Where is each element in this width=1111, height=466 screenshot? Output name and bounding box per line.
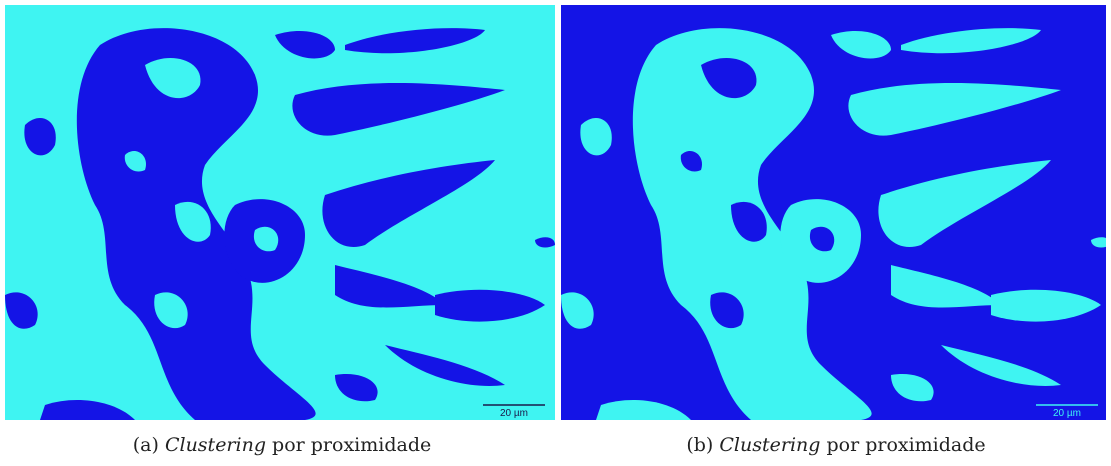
caption-b: (b) Clustering por proximidade (561, 434, 1111, 456)
panel-b-image: 20 µm (561, 5, 1106, 420)
scale-bar-label: 20 µm (500, 408, 528, 419)
caption-emph: Clustering (719, 434, 820, 456)
scale-bar-label: 20 µm (1053, 408, 1081, 419)
caption-label: (a) (133, 434, 159, 456)
caption-a: (a) Clustering por proximidade (7, 434, 557, 456)
caption-text: por proximidade (272, 434, 431, 456)
caption-emph: Clustering (165, 434, 266, 456)
caption-text: por proximidade (826, 434, 985, 456)
panel-a-image: 20 µm (5, 5, 555, 420)
page: 20 µm 20 µm (a) Clustering por proximida… (0, 0, 1111, 466)
caption-label: (b) (686, 434, 713, 456)
